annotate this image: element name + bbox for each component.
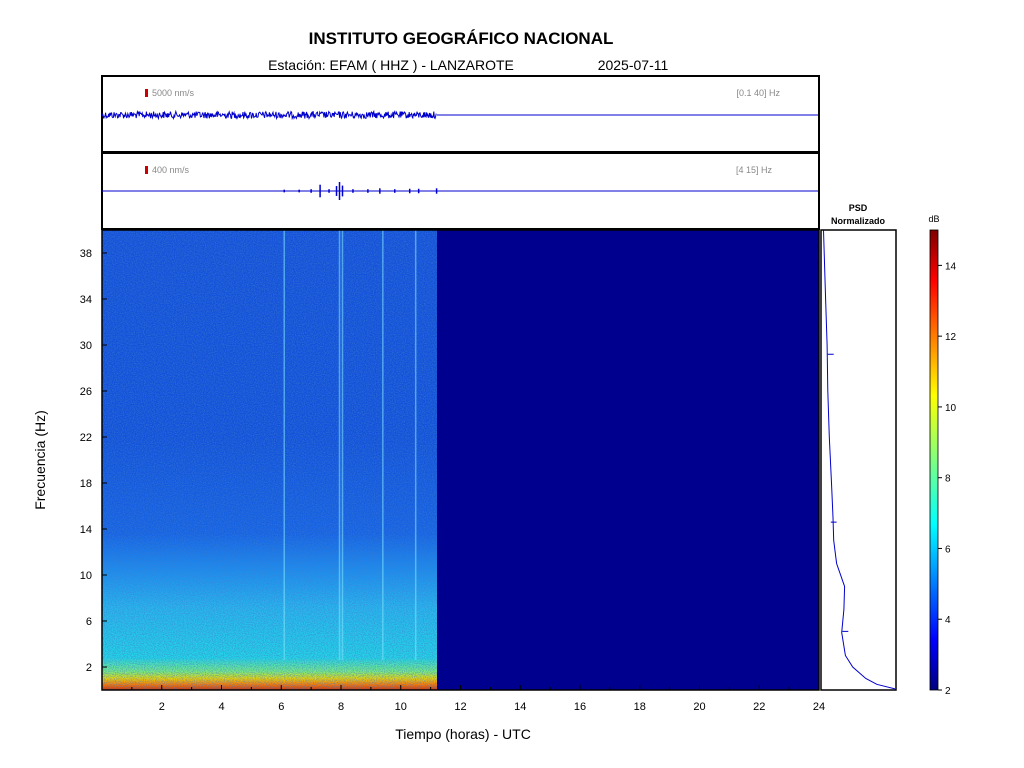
y-tick-label: 30	[80, 340, 92, 352]
y-tick-label: 34	[80, 294, 92, 306]
colorbar: dB 2 4 6 8 10 12 14	[928, 214, 956, 697]
station-label: Estación: EFAM ( HHZ ) - LANZAROTE	[268, 57, 514, 73]
scale-marker	[145, 166, 148, 174]
y-tick-label: 38	[80, 248, 92, 260]
colorbar-tick-label: 10	[945, 403, 957, 414]
scale-marker	[145, 89, 148, 97]
seismogram-panel-2: 400 nm/s [4 15] Hz	[101, 152, 820, 230]
page-title: INSTITUTO GEOGRÁFICO NACIONAL	[309, 29, 614, 48]
psd-panel: PSD Normalizado	[820, 203, 897, 691]
y-tick-label: 10	[80, 570, 92, 582]
x-axis-label: Tiempo (horas) - UTC	[395, 726, 531, 742]
x-tick-label: 12	[454, 701, 466, 713]
y-axis-label: Frecuencia (Hz)	[32, 410, 48, 510]
x-tick-label: 4	[218, 701, 224, 713]
psd-title-line2: Normalizado	[831, 216, 886, 226]
amplitude-scale-label: 400 nm/s	[152, 165, 190, 175]
spectrogram-panel: 2 4 6 8 10 12 14 16 18 20 22 24 261014182226303438 …	[32, 229, 825, 742]
filter-label: [4 15] Hz	[736, 165, 773, 175]
psd-title-line1: PSD	[849, 203, 868, 213]
psd-curve	[823, 229, 896, 690]
colorbar-tick-label: 2	[945, 686, 951, 697]
colorbar-tick-label: 8	[945, 474, 951, 485]
x-tick-label: 22	[753, 701, 765, 713]
y-tick-label: 18	[80, 478, 92, 490]
seismogram-trace-broadband	[101, 109, 437, 121]
date-label: 2025-07-11	[598, 57, 669, 73]
x-tick-label: 6	[278, 701, 284, 713]
x-tick-label: 10	[395, 701, 407, 713]
colorbar-tick-label: 14	[945, 261, 957, 272]
amplitude-scale-label: 5000 nm/s	[152, 88, 195, 98]
x-tick-label: 8	[338, 701, 344, 713]
colorbar-tick-label: 12	[945, 332, 957, 343]
y-tick-label: 2	[86, 662, 92, 674]
x-tick-label: 24	[813, 701, 825, 713]
x-tick-label: 2	[159, 701, 165, 713]
x-tick-label: 18	[634, 701, 646, 713]
colorbar-tick-label: 6	[945, 544, 951, 555]
x-tick-label: 20	[693, 701, 705, 713]
filter-label: [0.1 40] Hz	[736, 88, 780, 98]
x-tick-label: 14	[514, 701, 526, 713]
spectrogram-empty-region	[437, 230, 819, 690]
y-tick-label: 26	[80, 386, 92, 398]
y-tick-label: 22	[80, 432, 92, 444]
colorbar-unit: dB	[928, 214, 939, 224]
y-tick-label: 6	[86, 616, 92, 628]
y-tick-label: 14	[80, 524, 92, 536]
colorbar-tick-label: 4	[945, 615, 951, 626]
colorbar-gradient	[929, 229, 939, 691]
x-tick-label: 16	[574, 701, 586, 713]
seismogram-panel-1: 5000 nm/s [0.1 40] Hz	[101, 75, 820, 153]
